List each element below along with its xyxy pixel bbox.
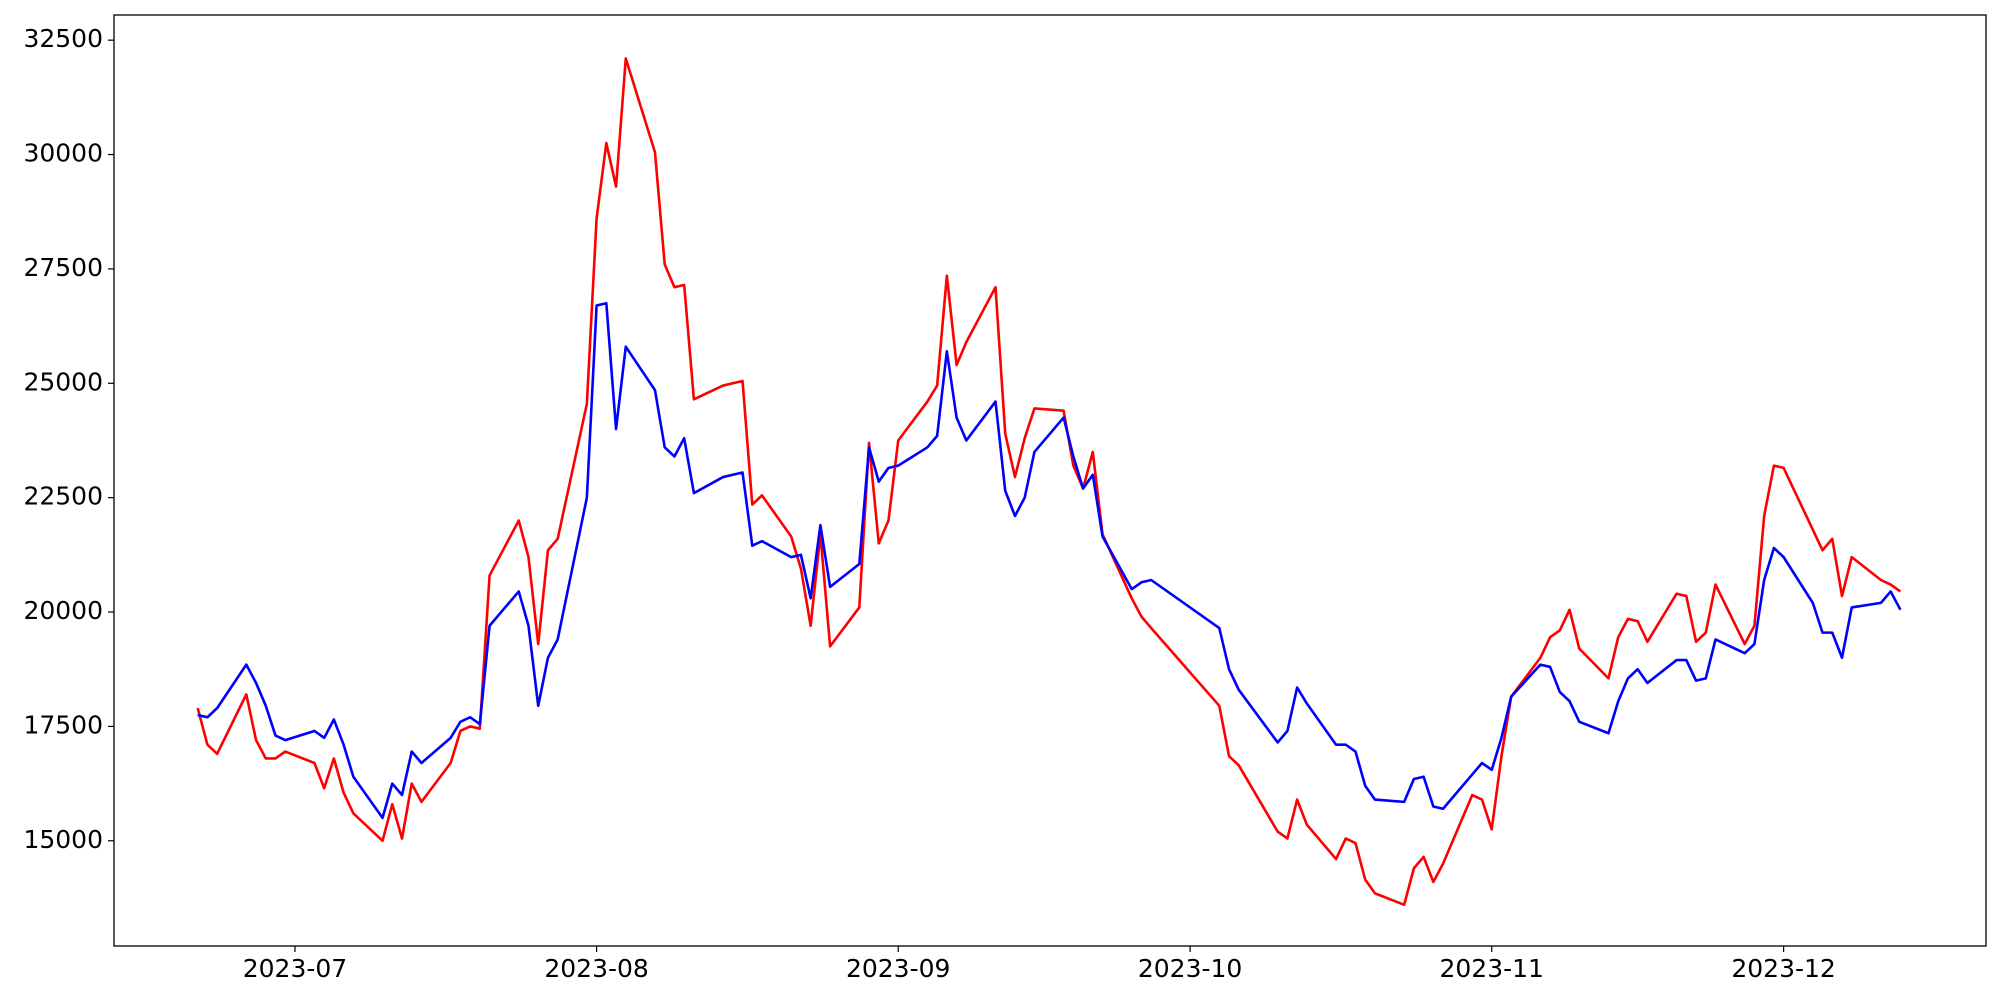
x-tick-label: 2023-08 (544, 954, 648, 983)
y-tick-label: 27500 (23, 253, 103, 282)
y-tick-label: 22500 (23, 482, 103, 511)
data-line (197, 301, 1902, 820)
x-tick-label: 2023-07 (243, 954, 347, 983)
data-line (196, 57, 1902, 907)
y-tick-label: 32500 (23, 24, 103, 53)
y-tick-label: 20000 (23, 596, 103, 625)
x-tick-label: 2023-09 (846, 954, 950, 983)
plot-frame (113, 14, 1987, 947)
y-tick-label: 30000 (23, 139, 103, 168)
x-tick-label: 2023-12 (1731, 954, 1835, 983)
y-tick-label: 25000 (23, 367, 103, 396)
y-tick-label: 17500 (23, 710, 103, 739)
y-tick-label: 15000 (23, 825, 103, 854)
x-tick-label: 2023-10 (1138, 954, 1242, 983)
x-tick-label: 2023-11 (1439, 954, 1543, 983)
